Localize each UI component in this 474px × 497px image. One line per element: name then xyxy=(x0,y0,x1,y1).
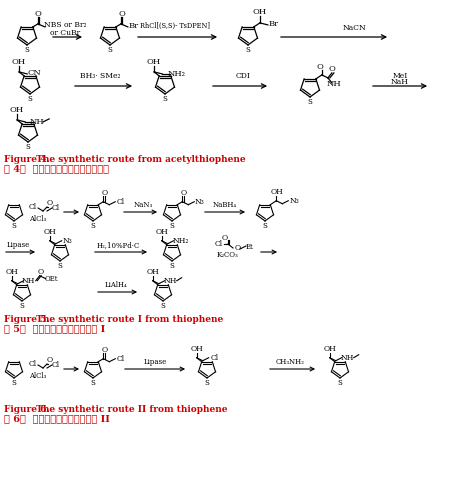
Text: NH: NH xyxy=(22,277,36,285)
Text: AlCl₃: AlCl₃ xyxy=(29,372,46,380)
Text: S: S xyxy=(91,379,95,387)
Text: Lipase: Lipase xyxy=(143,358,167,366)
Text: S: S xyxy=(11,379,17,387)
Text: NH: NH xyxy=(341,354,355,362)
Text: 图 5．  以噪吩为原料的合成路线 I: 图 5． 以噪吩为原料的合成路线 I xyxy=(4,325,105,333)
Text: O: O xyxy=(118,10,125,18)
Text: S: S xyxy=(11,222,17,230)
Text: OEt: OEt xyxy=(45,275,58,283)
Text: NaBH₄: NaBH₄ xyxy=(213,201,237,209)
Text: 图 6．  以噪吩为原料的合成路线 II: 图 6． 以噪吩为原料的合成路线 II xyxy=(4,414,110,423)
Text: O: O xyxy=(235,244,241,252)
Text: LiAlH₄: LiAlH₄ xyxy=(105,281,128,289)
Text: MeI: MeI xyxy=(392,72,408,80)
Text: O: O xyxy=(101,346,107,354)
Text: NaH: NaH xyxy=(391,78,409,86)
Text: 图 4．  以乙酰噪吩为原料的合成路线: 图 4． 以乙酰噪吩为原料的合成路线 xyxy=(4,165,109,173)
Text: S: S xyxy=(337,379,342,387)
Text: OH: OH xyxy=(43,228,56,236)
Text: NH: NH xyxy=(164,277,177,285)
Text: Figure 6.: Figure 6. xyxy=(4,405,50,414)
Text: OH: OH xyxy=(323,345,336,353)
Text: Cl: Cl xyxy=(215,240,223,248)
Text: S: S xyxy=(246,46,250,54)
Text: CDI: CDI xyxy=(236,72,250,80)
Text: OH: OH xyxy=(253,8,267,16)
Text: S: S xyxy=(170,262,174,270)
Text: NH₂: NH₂ xyxy=(173,237,189,245)
Text: S: S xyxy=(170,222,174,230)
Text: Lipase: Lipase xyxy=(6,241,29,249)
Text: Cl: Cl xyxy=(29,203,37,211)
Text: K₂CO₃: K₂CO₃ xyxy=(217,251,239,259)
Text: Br: Br xyxy=(129,22,139,30)
Text: Cl: Cl xyxy=(52,361,60,369)
Text: NH: NH xyxy=(327,80,341,88)
Text: O: O xyxy=(317,63,323,71)
Text: Cl: Cl xyxy=(116,355,124,363)
Text: S: S xyxy=(25,46,29,54)
Text: OH: OH xyxy=(155,228,168,236)
Text: Figure 4.: Figure 4. xyxy=(4,155,50,164)
Text: OH: OH xyxy=(10,106,24,114)
Text: The synthetic route II from thiophene: The synthetic route II from thiophene xyxy=(33,405,228,414)
Text: The synthetic route I from thiophene: The synthetic route I from thiophene xyxy=(33,315,223,324)
Text: N₃: N₃ xyxy=(194,198,204,206)
Text: CH₃NH₂: CH₃NH₂ xyxy=(275,358,304,366)
Text: OH: OH xyxy=(146,268,159,276)
Text: S: S xyxy=(19,302,25,310)
Text: Et: Et xyxy=(246,243,254,251)
Text: S: S xyxy=(57,262,63,270)
Text: S: S xyxy=(161,302,165,310)
Text: O: O xyxy=(47,199,53,207)
Text: NaCN: NaCN xyxy=(343,24,367,32)
Text: AlCl₃: AlCl₃ xyxy=(29,215,46,223)
Text: N₃: N₃ xyxy=(63,237,73,245)
Text: S: S xyxy=(263,222,267,230)
Text: OH: OH xyxy=(271,188,283,196)
Text: O: O xyxy=(37,268,44,276)
Text: OH: OH xyxy=(191,345,203,353)
Text: S: S xyxy=(205,379,210,387)
Text: O: O xyxy=(35,10,41,18)
Text: S: S xyxy=(27,95,32,103)
Text: Cl: Cl xyxy=(52,204,60,212)
Text: Figure 5.: Figure 5. xyxy=(4,315,50,324)
Text: O: O xyxy=(328,65,335,73)
Text: or CuBr: or CuBr xyxy=(50,29,80,37)
Text: NH: NH xyxy=(30,118,45,126)
Text: O: O xyxy=(47,356,53,364)
Text: OH: OH xyxy=(147,58,161,66)
Text: O: O xyxy=(101,189,107,197)
Text: CN: CN xyxy=(27,69,41,77)
Text: O: O xyxy=(180,189,186,197)
Text: The synthetic route from acetylthiophene: The synthetic route from acetylthiophene xyxy=(33,155,246,164)
Text: Cl: Cl xyxy=(29,360,37,368)
Text: NaN₃: NaN₃ xyxy=(133,201,153,209)
Text: S: S xyxy=(108,46,112,54)
Text: Cl: Cl xyxy=(210,354,219,362)
Text: H₂,10%Pd·C: H₂,10%Pd·C xyxy=(96,241,140,249)
Text: S: S xyxy=(26,143,30,151)
Text: NH₂: NH₂ xyxy=(167,70,185,78)
Text: S: S xyxy=(163,95,167,103)
Text: RhCl[(S,S)- TsDPEN]: RhCl[(S,S)- TsDPEN] xyxy=(140,22,210,30)
Text: OH: OH xyxy=(12,58,26,66)
Text: O: O xyxy=(222,234,228,242)
Text: OH: OH xyxy=(5,268,18,276)
Text: NBS or Br₂: NBS or Br₂ xyxy=(44,21,86,29)
Text: BH₃· SMe₂: BH₃· SMe₂ xyxy=(80,72,120,80)
Text: S: S xyxy=(308,98,312,106)
Text: Cl: Cl xyxy=(116,198,124,206)
Text: N₃: N₃ xyxy=(290,197,299,205)
Text: S: S xyxy=(91,222,95,230)
Text: Br: Br xyxy=(269,20,279,28)
